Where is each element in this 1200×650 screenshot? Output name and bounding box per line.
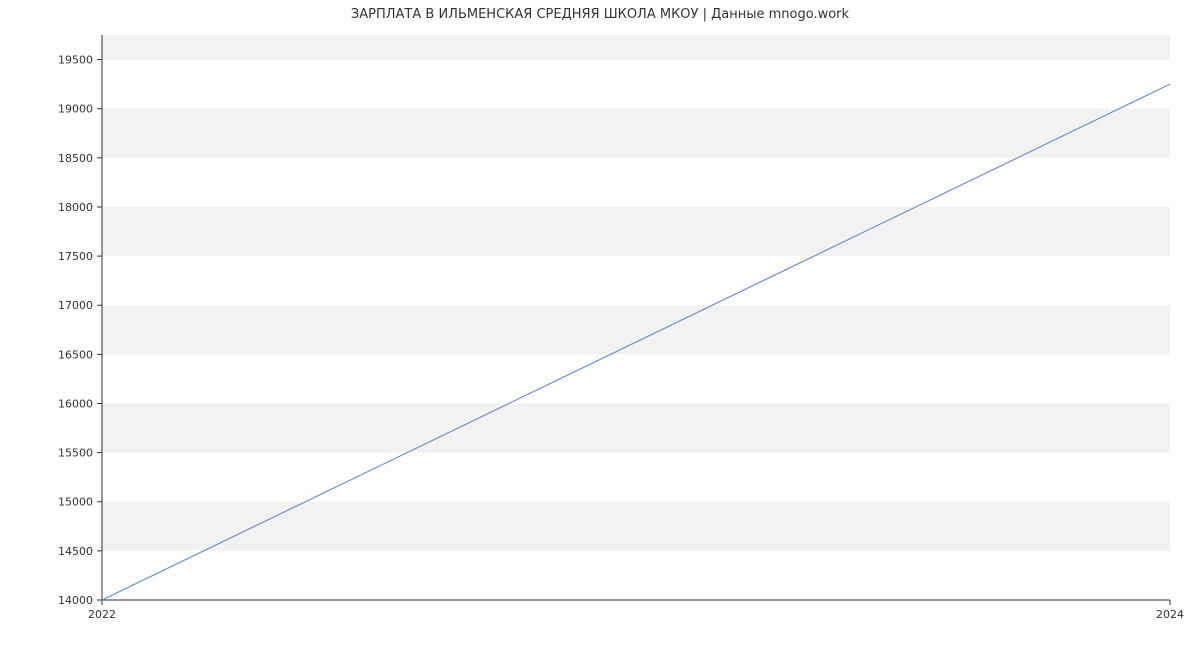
- grid-band: [102, 60, 1170, 109]
- y-tick-label: 19000: [58, 103, 93, 116]
- grid-band: [102, 354, 1170, 403]
- grid-band: [102, 502, 1170, 551]
- y-tick-label: 17500: [58, 250, 93, 263]
- grid-band: [102, 403, 1170, 452]
- grid-band: [102, 305, 1170, 354]
- grid-band: [102, 207, 1170, 256]
- y-tick-label: 16000: [58, 397, 93, 410]
- grid-band: [102, 158, 1170, 207]
- grid-band: [102, 35, 1170, 60]
- grid-band: [102, 551, 1170, 600]
- grid-band: [102, 453, 1170, 502]
- y-tick-label: 19500: [58, 54, 93, 67]
- y-tick-label: 15500: [58, 447, 93, 460]
- y-tick-label: 17000: [58, 299, 93, 312]
- y-tick-label: 16500: [58, 348, 93, 361]
- y-tick-label: 18500: [58, 152, 93, 165]
- y-tick-label: 14500: [58, 545, 93, 558]
- y-tick-label: 18000: [58, 201, 93, 214]
- chart-title: ЗАРПЛАТА В ИЛЬМЕНСКАЯ СРЕДНЯЯ ШКОЛА МКОУ…: [351, 7, 850, 22]
- grid-band: [102, 256, 1170, 305]
- y-tick-label: 14000: [58, 594, 93, 607]
- grid-band: [102, 109, 1170, 158]
- x-tick-label: 2024: [1156, 608, 1184, 621]
- y-tick-label: 15000: [58, 496, 93, 509]
- x-tick-label: 2022: [88, 608, 116, 621]
- salary-line-chart: ЗАРПЛАТА В ИЛЬМЕНСКАЯ СРЕДНЯЯ ШКОЛА МКОУ…: [0, 0, 1200, 650]
